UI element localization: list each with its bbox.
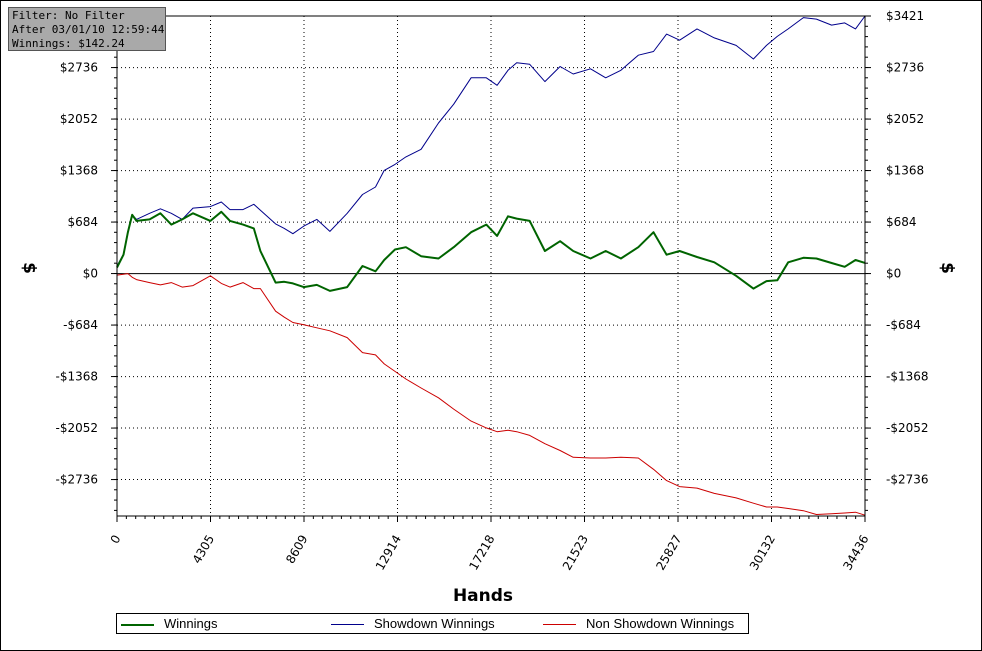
x-tick-label: 25827 xyxy=(653,533,684,573)
legend-swatch-non-showdown xyxy=(543,624,576,626)
legend-swatch-winnings xyxy=(121,623,154,626)
series-lines xyxy=(116,15,866,516)
y-tick-label-right: $3421 xyxy=(886,9,924,23)
winnings-total-label: Winnings: $142.24 xyxy=(12,37,125,50)
y-tick-label-right: $2736 xyxy=(886,61,924,75)
y-tick-label-right: -$2736 xyxy=(886,473,929,487)
legend-label-non-showdown: Non Showdown Winnings xyxy=(586,616,735,631)
y-tick-label-right: $1368 xyxy=(886,164,924,178)
y-tick-label-left: $684 xyxy=(67,215,98,229)
filter-info-box: Filter: No Filter After 03/01/10 12:59:4… xyxy=(8,7,166,51)
non-showdown-winnings-line xyxy=(116,273,866,516)
x-tick-label: 30132 xyxy=(747,533,778,573)
y-tick-label-right: -$1368 xyxy=(886,370,929,384)
y-tick-label-left: -$2736 xyxy=(55,473,98,487)
y-tick-label-right: -$2052 xyxy=(886,421,929,435)
x-tick-label: 21523 xyxy=(560,533,591,573)
y-tick-label-left: $0 xyxy=(83,267,98,281)
x-tick-label: 4305 xyxy=(190,533,217,566)
y-tick-label-left: -$684 xyxy=(63,318,98,332)
y-tick-label-left: -$1368 xyxy=(55,370,98,384)
winnings-line xyxy=(116,210,866,292)
y-tick-label-left: -$2052 xyxy=(55,421,98,435)
legend-item-winnings: Winnings xyxy=(121,616,217,632)
legend-item-non-showdown: Non Showdown Winnings xyxy=(543,616,734,632)
x-tick-label: 12914 xyxy=(373,533,404,573)
y-tick-label-right: -$684 xyxy=(886,318,921,332)
legend-swatch-showdown xyxy=(331,624,364,626)
y-tick-label-right: $0 xyxy=(886,267,901,281)
x-tick-label: 17218 xyxy=(466,533,497,573)
showdown-winnings-line xyxy=(116,15,866,267)
y-tick-label-right: $2052 xyxy=(886,112,924,126)
x-tick-label: 34436 xyxy=(840,533,871,573)
x-axis-title: Hands xyxy=(453,586,513,606)
legend-label-showdown: Showdown Winnings xyxy=(374,616,495,631)
legend-item-showdown: Showdown Winnings xyxy=(331,616,495,632)
y-tick-label-left: $1368 xyxy=(60,164,98,178)
grid-lines xyxy=(117,16,865,516)
axis-ticks: 0 4305 8609 12914 17218 21523 25827 30132 34436 $… xyxy=(55,9,928,573)
y-tick-label-left: $2052 xyxy=(60,112,98,126)
x-tick-label: 8609 xyxy=(283,533,310,566)
y-tick-label-left: $2736 xyxy=(60,61,98,75)
y-tick-label-right: $684 xyxy=(886,215,917,229)
filter-label: Filter: No Filter xyxy=(12,9,125,22)
after-date-label: After 03/01/10 12:59:44 xyxy=(12,23,165,36)
chart-legend: Winnings Showdown Winnings Non Showdown … xyxy=(116,613,749,634)
y-axis-title-right: $ xyxy=(937,262,957,274)
legend-label-winnings: Winnings xyxy=(164,616,218,631)
x-tick-label: 0 xyxy=(108,533,124,547)
y-axis-title-left: $ xyxy=(19,262,39,274)
